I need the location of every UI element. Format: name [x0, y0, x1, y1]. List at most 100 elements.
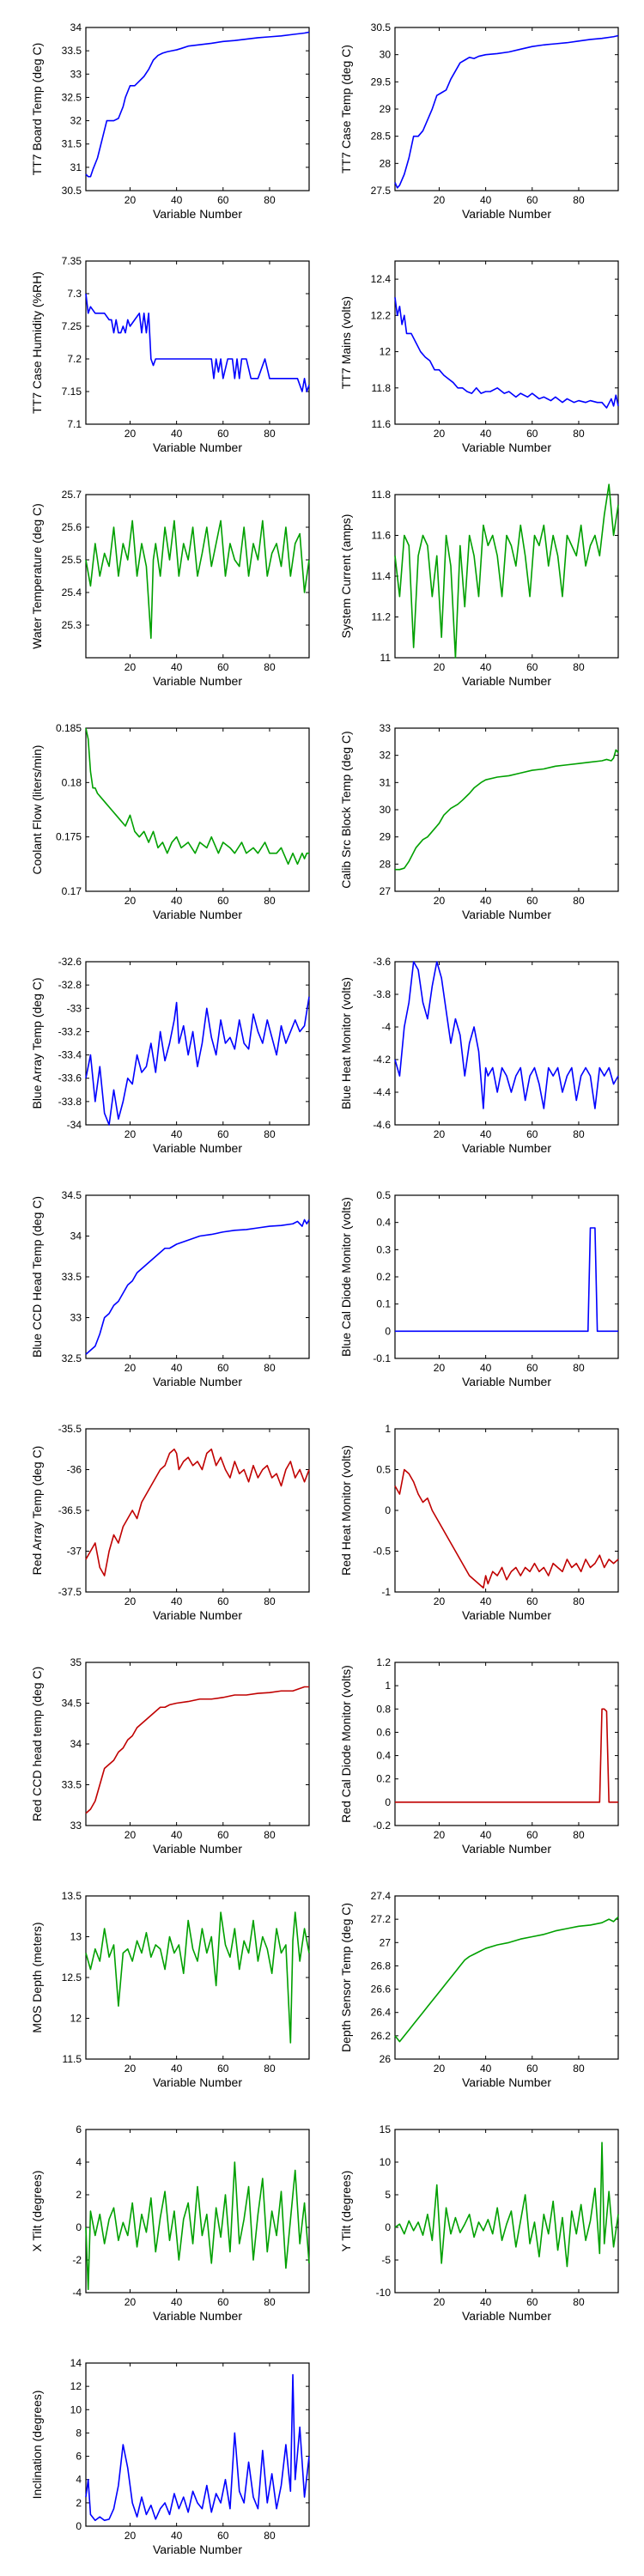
x-tick-label: 80: [573, 2296, 585, 2308]
y-tick-label: 11.8: [372, 489, 392, 501]
x-tick-label: 40: [171, 661, 183, 673]
y-tick-label: 12: [380, 346, 392, 358]
y-tick-label: 34.5: [62, 1698, 82, 1710]
x-tick-label: 40: [480, 1362, 492, 1374]
x-tick-label: 20: [125, 1362, 137, 1374]
x-tick-label: 40: [480, 2063, 492, 2075]
y-tick-label: 0.185: [56, 722, 82, 734]
y-tick-label: 12.2: [371, 309, 392, 321]
y-axis-label: TT7 Case Humidity (%RH): [30, 271, 44, 414]
chart-17: 20 40 60 80 11.5 12 12.5 13 13.5 Variable Number M…: [30, 1890, 310, 2089]
chart-18: 20 40 60 80 26 26.2 26.4 26.6 26.8 27 27.2 27.4 Vari…: [339, 1890, 619, 2089]
x-tick-label: 80: [264, 2530, 276, 2542]
y-tick-label: 33.5: [62, 45, 82, 57]
y-tick-label: 1: [385, 1423, 391, 1435]
y-axis-label: Red CCD head temp (deg C): [30, 1667, 44, 1822]
y-tick-label: 0.18: [62, 776, 82, 788]
y-tick-label: -32.8: [58, 979, 82, 991]
y-tick-label: 28: [380, 858, 392, 870]
y-tick-label: 27.4: [371, 1890, 392, 1902]
y-tick-label: 11.4: [372, 570, 392, 582]
chart-20: 20 40 60 80 -10 -5 0 5 10 15 Variable Number Y Tilt…: [339, 2123, 619, 2323]
series-line: [395, 749, 619, 871]
y-tick-label: 31: [70, 161, 82, 173]
y-tick-label: 25.3: [62, 619, 82, 631]
x-tick-label: 80: [573, 1595, 585, 1607]
y-tick-label: 33: [70, 1312, 82, 1324]
x-axis-label: Variable Number: [153, 1608, 242, 1622]
y-tick-label: 0.5: [376, 1464, 391, 1476]
y-tick-label: 4: [76, 2474, 82, 2486]
x-tick-label: 20: [125, 2296, 137, 2308]
y-tick-label: 12.5: [62, 1971, 82, 1984]
y-tick-label: -33.6: [58, 1072, 82, 1084]
y-tick-label: 0.4: [376, 1217, 391, 1229]
y-tick-label: 10: [70, 2403, 82, 2415]
y-tick-label: 1.2: [376, 1656, 391, 1668]
y-tick-label: -3.6: [373, 956, 391, 968]
y-tick-label: 30.5: [371, 21, 392, 33]
y-tick-label: -4: [72, 2287, 82, 2299]
chart-2: 20 40 60 80 27.5 28 28.5 29 29.5 30 30.5 Variable N…: [339, 21, 619, 221]
x-axis-label: Variable Number: [462, 1141, 551, 1155]
y-tick-label: 30: [380, 49, 392, 61]
x-tick-label: 40: [480, 661, 492, 673]
y-tick-label: -33.8: [58, 1096, 82, 1108]
y-tick-label: 0.175: [56, 831, 82, 843]
y-axis-label: Coolant Flow (liters/min): [30, 745, 44, 875]
x-tick-label: 20: [434, 1829, 446, 1841]
x-tick-label: 60: [526, 661, 538, 673]
x-axis-label: Variable Number: [153, 2543, 242, 2556]
y-axis-label: MOS Depth (meters): [30, 1922, 44, 2032]
y-tick-label: 2: [76, 2497, 82, 2509]
y-tick-label: 6: [76, 2451, 82, 2463]
chart-10: 20 40 60 80 -4.6 -4.4 -4.2 -4 -3.8 -3.6 Variable N…: [339, 956, 619, 1155]
y-tick-label: 30: [380, 804, 392, 816]
x-tick-label: 80: [573, 428, 585, 440]
x-tick-label: 80: [264, 194, 276, 206]
y-tick-label: 14: [70, 2357, 82, 2369]
plot-area: [394, 727, 619, 892]
y-tick-label: 33.5: [62, 1271, 82, 1283]
y-axis-label: Inclination (degrees): [30, 2391, 44, 2500]
y-tick-label: 25.5: [62, 554, 82, 566]
chart-5: 20 40 60 80 25.3 25.4 25.5 25.6 25.7 Variable Num…: [30, 489, 310, 688]
y-tick-label: 31: [380, 776, 392, 788]
y-axis-label: Red Array Temp (deg C): [30, 1446, 44, 1576]
x-tick-label: 80: [264, 1362, 276, 1374]
y-tick-label: 13.5: [62, 1890, 82, 1902]
chart-13: 20 40 60 80 -37.5 -37 -36.5 -36 -35.5 Variable Nu…: [30, 1423, 310, 1622]
x-tick-label: 60: [217, 661, 229, 673]
y-tick-label: 7.25: [62, 320, 82, 332]
y-tick-label: -32.6: [58, 956, 82, 968]
chart-21: 20 40 60 80 0 2 4 6 8 10 12 14 Variable Number Inclin…: [30, 2357, 310, 2556]
plot-area: [85, 727, 310, 892]
y-tick-label: 15: [380, 2123, 392, 2136]
y-tick-label: -37: [67, 1546, 82, 1558]
y-tick-label: 26: [380, 2053, 392, 2065]
chart-9: 20 40 60 80 -34 -33.8 -33.6 -33.4 -33.2 -33 -32.8 -…: [30, 956, 310, 1155]
y-tick-label: 7.15: [62, 386, 82, 398]
y-tick-label: 12.4: [371, 273, 392, 285]
y-tick-label: 27.5: [371, 185, 392, 197]
x-tick-label: 80: [264, 1595, 276, 1607]
y-tick-label: -4.4: [373, 1086, 391, 1098]
x-tick-label: 60: [217, 895, 229, 907]
series-line: [85, 293, 310, 392]
y-tick-label: 13: [70, 1931, 82, 1943]
plot-area: [85, 2129, 310, 2293]
x-tick-label: 20: [125, 661, 137, 673]
x-axis-label: Variable Number: [153, 2075, 242, 2089]
x-axis-label: Variable Number: [462, 908, 551, 921]
y-tick-label: 27: [380, 885, 392, 897]
y-tick-label: 0.8: [376, 1703, 391, 1715]
chart-3: 20 40 60 80 7.1 7.15 7.2 7.25 7.3 7.35 Variable Nu…: [30, 255, 310, 454]
series-line: [394, 483, 619, 659]
y-tick-label: 33: [380, 722, 392, 734]
y-tick-label: -33: [67, 1002, 82, 1014]
series-line: [394, 1468, 619, 1589]
x-tick-label: 80: [573, 895, 585, 907]
x-tick-label: 20: [125, 194, 137, 206]
y-tick-label: 34: [70, 21, 82, 33]
y-tick-label: 26.6: [371, 1984, 392, 1996]
